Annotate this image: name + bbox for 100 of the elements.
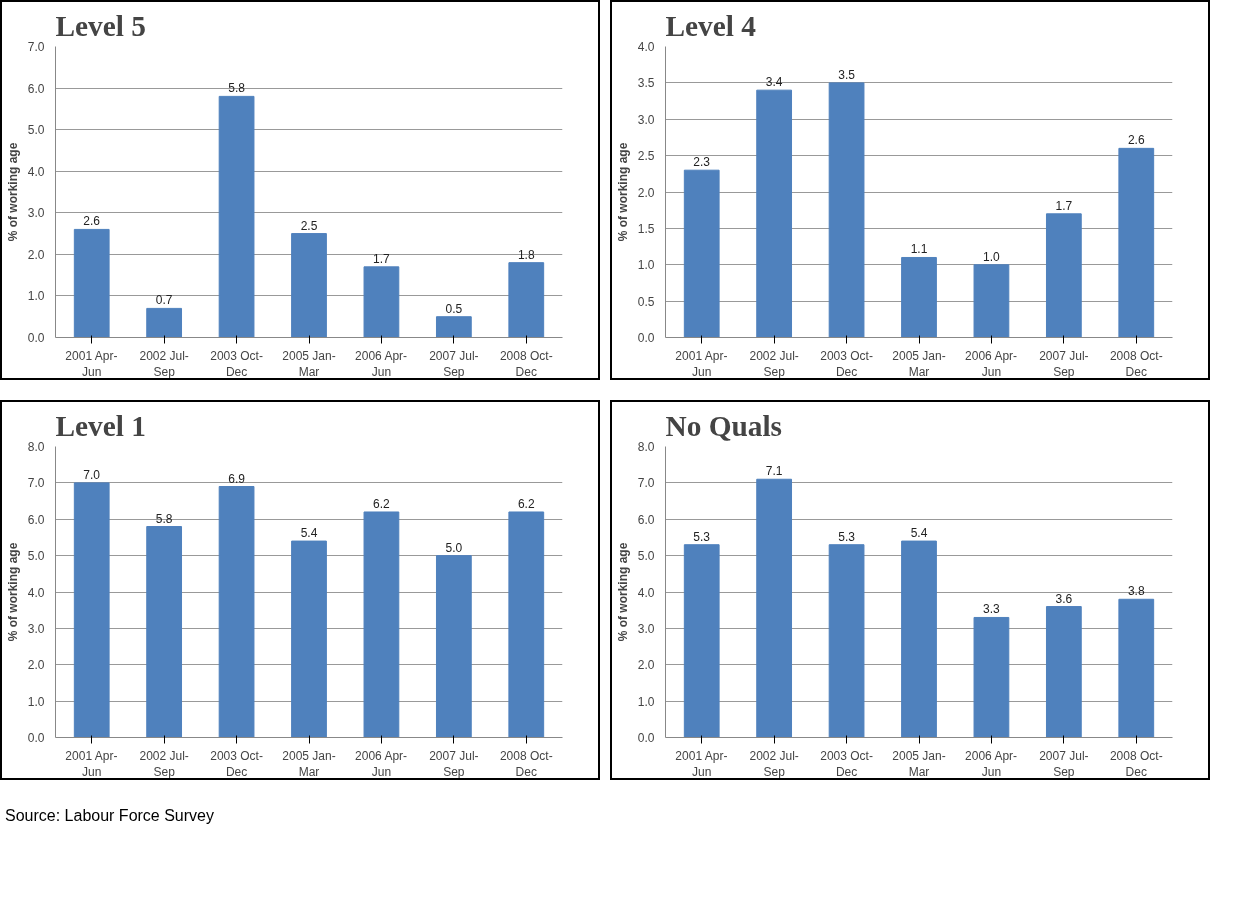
- data-label: 1.7: [1055, 198, 1073, 213]
- bar: [218, 95, 255, 338]
- data-label: 2.6: [83, 214, 101, 229]
- y-tick-label: 7.0: [637, 476, 655, 491]
- bar: [756, 478, 793, 738]
- y-tick-label: 7.0: [27, 40, 45, 54]
- data-label: 7.1: [765, 464, 783, 479]
- y-tick-label: 4.0: [27, 585, 45, 600]
- x-tick-label: 2006 Apr-Jun: [355, 748, 408, 780]
- x-tick-label: 2002 Jul-Sep: [139, 348, 189, 380]
- x-tick-label: 2006 Apr-Jun: [355, 348, 408, 380]
- y-tick-label: 3.0: [637, 621, 655, 636]
- data-label: 6.2: [517, 496, 535, 511]
- y-tick-label: 8.0: [637, 440, 655, 454]
- source-note: Source: Labour Force Survey: [5, 806, 214, 826]
- x-tick-label: 2007 Jul-Sep: [1039, 748, 1089, 780]
- data-label: 5.3: [838, 529, 856, 544]
- chart-title: Level 4: [665, 9, 757, 42]
- y-tick-label: 0.5: [637, 294, 655, 309]
- y-tick-label: 1.0: [27, 694, 45, 709]
- bar: [1118, 147, 1155, 338]
- y-axis-title: % of working age: [615, 542, 630, 642]
- bar: [828, 82, 865, 338]
- data-label: 1.0: [983, 249, 1001, 264]
- data-label: 2.6: [1127, 133, 1145, 148]
- bar: [756, 89, 793, 338]
- data-label: 0.5: [445, 301, 463, 316]
- data-label: 5.8: [228, 81, 246, 96]
- x-tick-label: 2003 Oct-Dec: [820, 348, 873, 380]
- y-axis-title: % of working age: [615, 142, 630, 242]
- x-tick-label: 2006 Apr-Jun: [965, 348, 1018, 380]
- bar: [1118, 598, 1155, 738]
- data-label: 1.7: [373, 251, 391, 266]
- x-tick-label: 2005 Jan-Mar: [282, 748, 336, 780]
- data-label: 3.8: [1127, 584, 1145, 599]
- y-tick-label: 2.0: [27, 658, 45, 673]
- y-tick-label: 3.0: [27, 206, 45, 221]
- x-tick-label: 2001 Apr-Jun: [65, 748, 118, 780]
- x-tick-label: 2007 Jul-Sep: [1039, 348, 1089, 380]
- data-label: 6.9: [228, 471, 246, 486]
- x-tick-label: 2005 Jan-Mar: [282, 348, 336, 380]
- bar: [291, 233, 327, 338]
- data-label: 5.0: [445, 540, 463, 555]
- bar: [683, 544, 720, 738]
- data-label: 3.6: [1055, 591, 1073, 606]
- bar: [508, 511, 545, 738]
- data-label: 3.4: [765, 75, 783, 90]
- chart-title: Level 1: [55, 409, 146, 442]
- y-axis-title: % of working age: [5, 142, 20, 242]
- x-tick-label: 2008 Oct-Dec: [499, 748, 553, 780]
- x-tick-label: 2002 Jul-Sep: [139, 748, 189, 780]
- y-tick-label: 3.0: [637, 112, 655, 127]
- x-tick-label: 2005 Jan-Mar: [892, 348, 946, 380]
- y-tick-label: 1.0: [637, 258, 655, 273]
- bar: [683, 169, 720, 338]
- bar: [218, 486, 255, 738]
- bar: [146, 307, 183, 338]
- data-label: 1.1: [910, 242, 928, 257]
- y-tick-label: 0.0: [27, 331, 45, 345]
- bar: [1045, 606, 1082, 738]
- data-label: 6.2: [373, 496, 391, 511]
- x-tick-label: 2007 Jul-Sep: [429, 748, 479, 780]
- y-tick-label: 5.0: [637, 549, 655, 564]
- data-label: 2.5: [300, 218, 318, 233]
- bar: [73, 228, 110, 338]
- bar: [363, 266, 400, 338]
- data-label: 5.8: [155, 511, 173, 526]
- x-tick-label: 2001 Apr-Jun: [675, 748, 728, 780]
- y-tick-label: 5.0: [27, 549, 45, 564]
- y-tick-label: 2.0: [637, 185, 655, 200]
- x-tick-label: 2003 Oct-Dec: [210, 748, 263, 780]
- bar: [146, 526, 183, 738]
- data-label: 5.3: [693, 529, 711, 544]
- bar: [363, 511, 400, 738]
- bar: [973, 616, 1010, 738]
- bar: [828, 544, 865, 738]
- data-label: 3.3: [983, 602, 1001, 617]
- chart-title: No Quals: [665, 409, 783, 442]
- data-label: 5.4: [910, 526, 928, 541]
- x-tick-label: 2002 Jul-Sep: [749, 748, 799, 780]
- y-tick-label: 2.0: [637, 658, 655, 673]
- bar: [435, 316, 472, 338]
- x-tick-label: 2005 Jan-Mar: [892, 748, 946, 780]
- x-tick-label: 2002 Jul-Sep: [749, 348, 799, 380]
- x-tick-label: 2008 Oct-Dec: [1109, 748, 1163, 780]
- data-label: 5.4: [300, 526, 318, 541]
- y-tick-label: 6.0: [27, 512, 45, 527]
- bar: [291, 540, 327, 738]
- x-tick-label: 2001 Apr-Jun: [675, 348, 728, 380]
- y-tick-label: 6.0: [27, 81, 45, 96]
- y-tick-label: 2.5: [637, 149, 655, 164]
- y-tick-label: 4.0: [637, 40, 655, 54]
- y-tick-label: 0.0: [637, 331, 655, 345]
- y-axis-title: % of working age: [5, 542, 20, 642]
- bar: [901, 540, 937, 738]
- y-tick-label: 7.0: [27, 476, 45, 491]
- bar: [901, 256, 937, 338]
- y-tick-label: 5.0: [27, 123, 45, 138]
- bar: [435, 555, 472, 738]
- x-tick-label: 2006 Apr-Jun: [965, 748, 1018, 780]
